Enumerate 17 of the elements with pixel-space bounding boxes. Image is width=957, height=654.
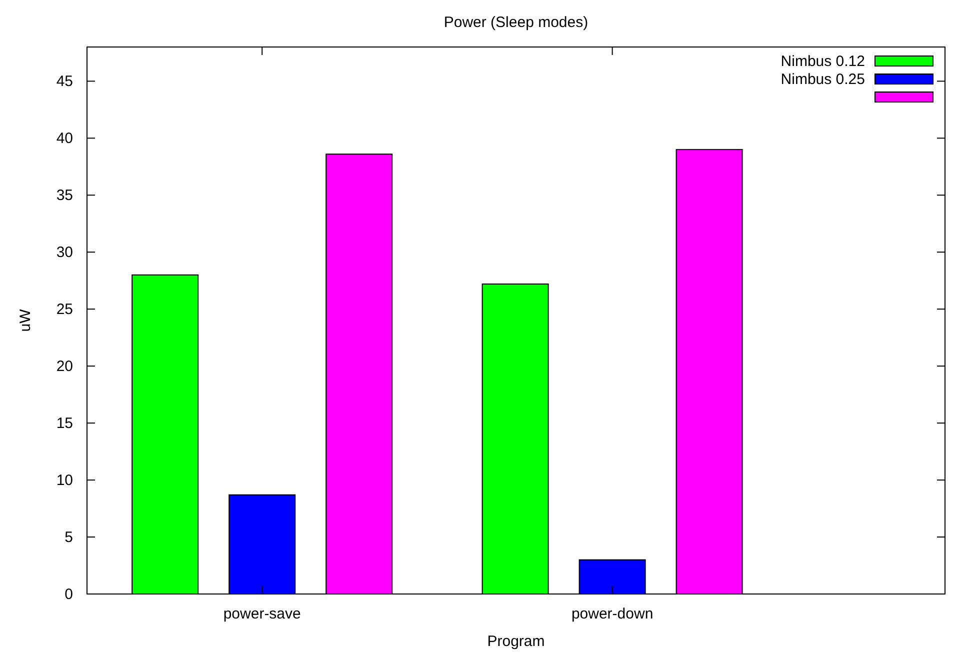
- x-axis-title: Program: [487, 633, 545, 650]
- legend-label: Nimbus 0.12: [780, 53, 865, 70]
- x-tick-label: power-down: [571, 606, 654, 623]
- y-tick-label: 30: [56, 244, 73, 261]
- y-tick-label: 15: [56, 414, 73, 432]
- x-tick-label: power-save: [223, 606, 301, 623]
- y-tick-label: 20: [56, 358, 73, 375]
- y-tick-label: 5: [64, 528, 73, 546]
- y-axis-title: uW: [17, 308, 34, 332]
- y-tick-label: 10: [56, 472, 73, 489]
- chart-title: Power (Sleep modes): [444, 14, 588, 31]
- y-tick-label: 40: [56, 130, 73, 147]
- y-tick-label: 45: [56, 72, 73, 90]
- y-tick-label: 35: [56, 186, 73, 204]
- legend-label: Nimbus 0.25: [780, 71, 865, 88]
- y-tick-label: 0: [64, 586, 73, 603]
- y-tick-label: 25: [56, 300, 73, 318]
